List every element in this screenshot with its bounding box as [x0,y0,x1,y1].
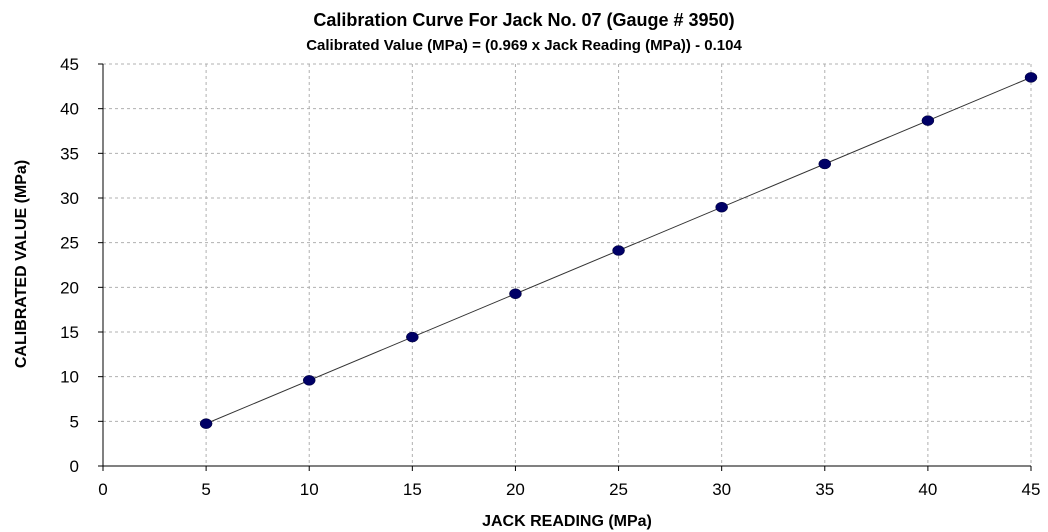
x-tick-label-7: 35 [815,480,834,499]
data-point-0 [199,418,213,429]
x-tick-label-9: 45 [1022,480,1041,499]
y-tick-label-6: 30 [60,189,79,208]
x-tick-label-8: 40 [918,480,937,499]
data-point-4 [612,245,625,256]
x-tick-label-0: 0 [98,480,107,499]
y-tick-label-1: 5 [70,412,79,431]
chart-title: Calibration Curve For Jack No. 07 (Gauge… [313,10,734,30]
x-tick-label-1: 5 [201,480,210,499]
y-tick-label-4: 20 [60,278,79,297]
data-point-8 [1024,72,1038,83]
y-tick-label-7: 35 [60,144,79,163]
data-point-2 [406,331,419,343]
data-point-1 [302,375,316,386]
data-points [199,72,1038,429]
y-tick-label-2: 10 [60,368,79,387]
data-point-5 [715,201,728,213]
y-tick-label-5: 25 [60,234,79,253]
tick-labels: 0 5 10 15 20 25 30 35 40 45 0 5 10 15 20 25 30 35 40 45 [60,55,1040,499]
y-tick-label-0: 0 [70,457,79,476]
y-tick-label-3: 15 [60,323,79,342]
chart-subtitle: Calibrated Value (MPa) = (0.969 x Jack R… [306,37,742,54]
x-tick-label-3: 15 [403,480,422,499]
data-point-6 [818,158,832,170]
x-tick-label-2: 10 [300,480,319,499]
data-point-7 [921,115,935,126]
y-tick-label-8: 40 [60,100,79,119]
x-tick-label-6: 30 [712,480,731,499]
axes [98,63,1032,471]
gridlines [103,63,1032,466]
x-tick-label-5: 25 [609,480,628,499]
data-point-3 [509,288,522,300]
y-tick-label-9: 45 [60,55,79,74]
y-axis-title: CALIBRATED VALUE (MPa) [13,160,30,368]
x-tick-label-4: 20 [506,480,525,499]
x-axis-title: JACK READING (MPa) [482,513,652,530]
